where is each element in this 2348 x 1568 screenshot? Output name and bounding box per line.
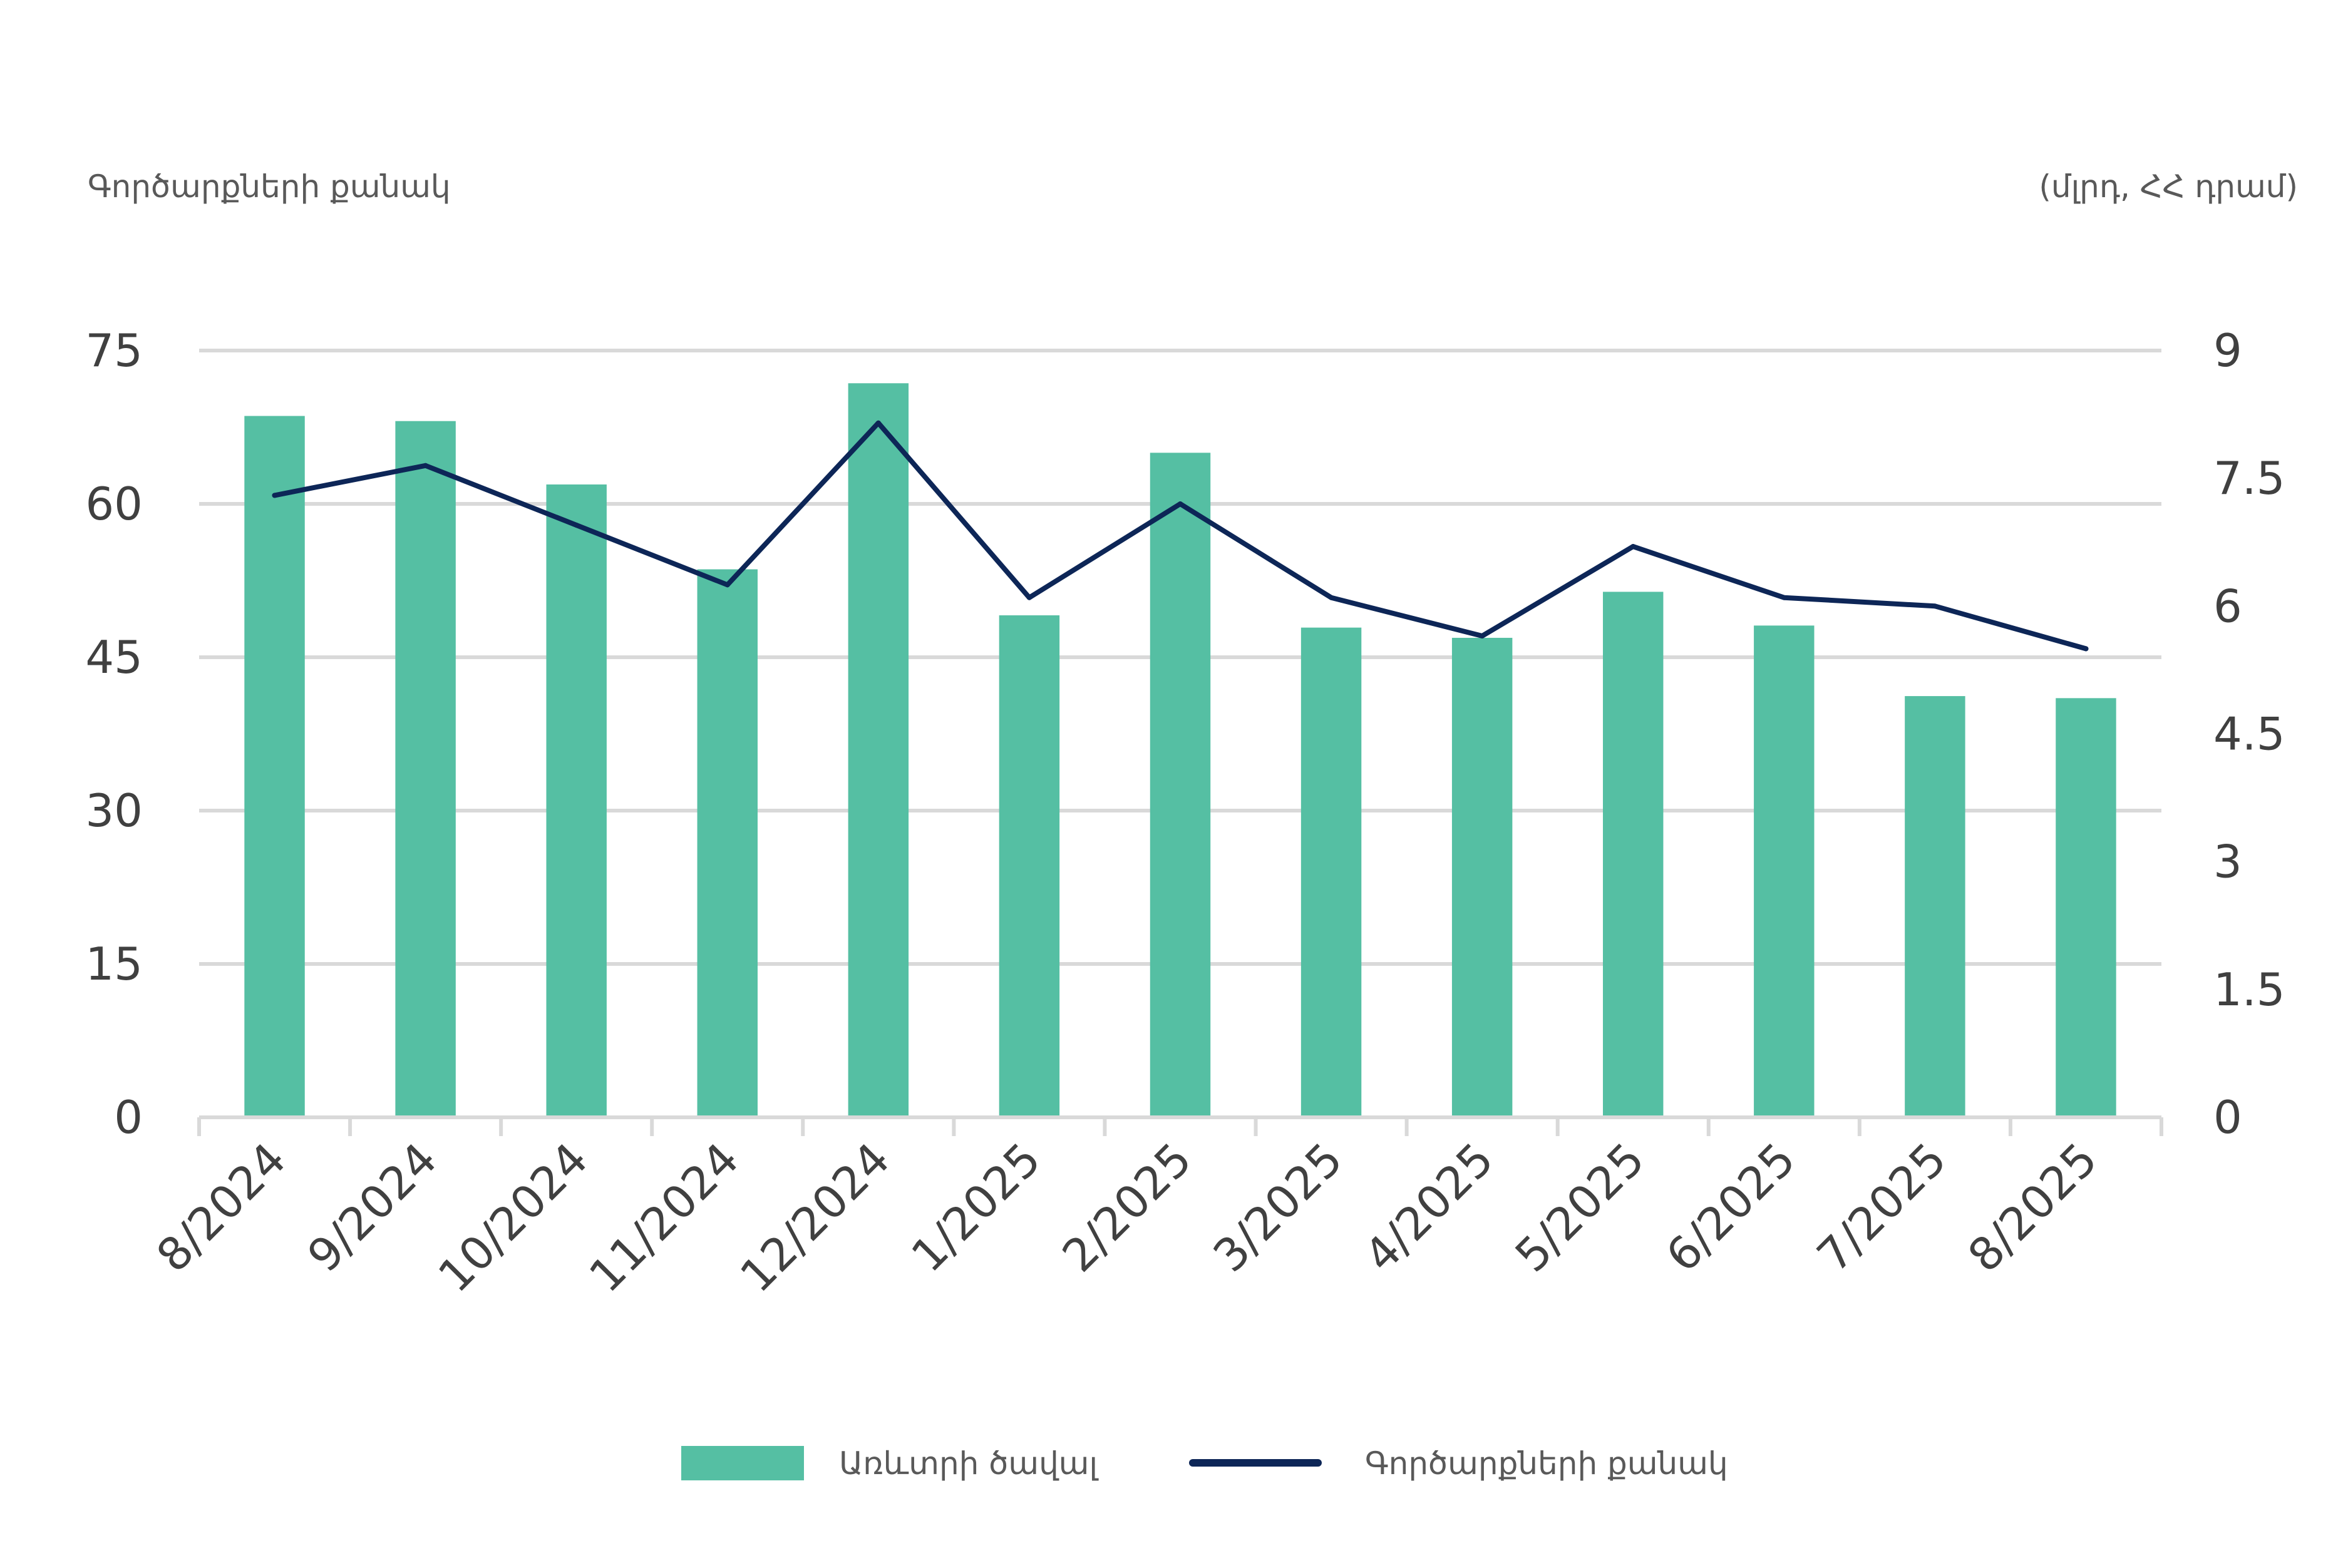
right-tick-label: 6	[2213, 580, 2242, 632]
legend-bar-swatch	[681, 1446, 804, 1480]
left-tick-label: 0	[114, 1091, 143, 1144]
legend-bar-label: Առևտրի ծավալ	[839, 1445, 1099, 1482]
left-tick-label: 30	[85, 784, 143, 837]
x-tick-label: 11/2024	[579, 1133, 749, 1303]
line-point	[574, 523, 579, 528]
x-tick-label: 3/2025	[1203, 1133, 1353, 1283]
left-axis-title: Գործարքների քանակ	[88, 168, 451, 205]
bar	[546, 484, 607, 1117]
right-axis-title: (մլրդ, ՀՀ դրամ)	[2039, 168, 2298, 205]
line-point	[1178, 501, 1183, 506]
right-tick-label: 7.5	[2213, 452, 2285, 505]
line-point	[272, 493, 277, 498]
bar	[2056, 698, 2116, 1117]
right-tick-label: 9	[2213, 324, 2242, 377]
left-tick-label: 60	[85, 478, 143, 530]
line-point	[1480, 633, 1485, 638]
bar	[1150, 453, 1211, 1118]
line-point	[1630, 544, 1636, 550]
bar	[1905, 696, 1965, 1117]
line-point	[1329, 595, 1334, 600]
x-tick-label: 1/2025	[901, 1133, 1051, 1283]
x-tick-label: 2/2025	[1053, 1133, 1202, 1283]
right-tick-label: 4.5	[2213, 708, 2285, 761]
bar	[1754, 625, 1815, 1117]
bar	[697, 569, 758, 1117]
x-tick-label: 4/2025	[1354, 1133, 1504, 1283]
left-y-axis: 0 15 30 45 60 75	[85, 324, 143, 1144]
x-tick-label: 9/2024	[297, 1133, 447, 1283]
bar	[1451, 637, 1513, 1117]
bar	[244, 416, 305, 1117]
left-tick-label: 45	[85, 631, 143, 684]
x-tick-label: 8/2024	[147, 1133, 296, 1283]
right-tick-label: 1.5	[2213, 963, 2285, 1016]
bar	[848, 383, 909, 1118]
line-series	[272, 420, 2089, 652]
x-tick-label: 12/2024	[730, 1133, 900, 1303]
right-tick-label: 0	[2213, 1091, 2242, 1144]
x-tick-label: 6/2025	[1656, 1133, 1806, 1283]
line-point	[875, 420, 881, 426]
x-tick-label: 10/2024	[428, 1133, 598, 1303]
left-tick-label: 75	[85, 324, 143, 377]
left-tick-label: 15	[85, 938, 143, 990]
line-point	[724, 582, 730, 588]
line-point	[1781, 595, 1787, 600]
bar-series	[244, 383, 2116, 1118]
legend-line-label: Գործարքների քանակ	[1365, 1445, 1728, 1482]
x-tick-label: 8/2025	[1958, 1133, 2108, 1283]
bar	[1300, 627, 1362, 1117]
x-tick-label: 5/2025	[1505, 1133, 1655, 1283]
right-tick-label: 3	[2213, 836, 2242, 888]
line-point	[1932, 603, 1938, 609]
bar	[1603, 592, 1664, 1117]
right-y-axis: 0 1.5 3 4.5 6 7.5 9	[2213, 324, 2285, 1144]
legend: Առևտրի ծավալ Գործարքների քանակ	[681, 1445, 1728, 1482]
line-point	[423, 463, 428, 468]
line-point	[2083, 646, 2089, 652]
bar	[999, 615, 1060, 1117]
line-point	[1026, 595, 1032, 600]
bar	[395, 421, 456, 1118]
x-tick-label: 7/2025	[1807, 1133, 1957, 1283]
